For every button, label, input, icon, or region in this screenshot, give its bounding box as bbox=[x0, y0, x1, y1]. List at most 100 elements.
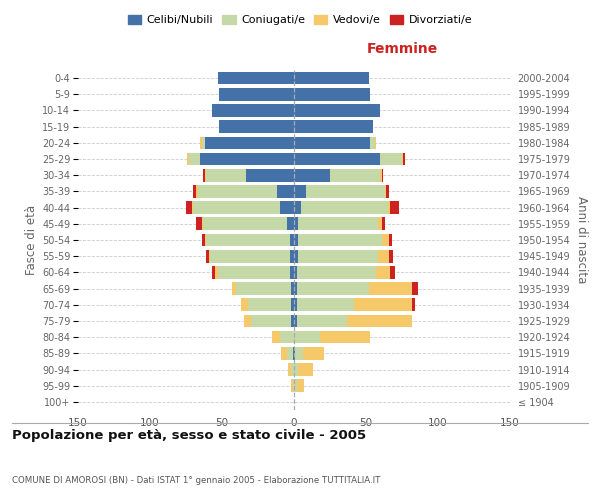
Bar bbox=[297, 314, 347, 328]
Bar bbox=[192, 202, 193, 214]
Bar bbox=[205, 234, 206, 246]
Bar bbox=[377, 218, 382, 230]
Bar bbox=[290, 250, 294, 262]
Bar bbox=[298, 363, 313, 376]
Bar bbox=[403, 152, 405, 166]
Bar bbox=[382, 218, 385, 230]
Bar bbox=[294, 250, 298, 262]
Bar bbox=[320, 331, 370, 344]
Bar bbox=[232, 282, 236, 295]
Bar bbox=[382, 234, 389, 246]
Bar bbox=[294, 298, 297, 311]
Bar bbox=[385, 185, 386, 198]
Bar bbox=[374, 136, 376, 149]
Bar bbox=[247, 169, 294, 181]
Bar bbox=[202, 218, 203, 230]
Bar bbox=[297, 298, 355, 311]
Bar bbox=[294, 88, 370, 101]
Bar bbox=[391, 266, 395, 278]
Bar bbox=[294, 218, 298, 230]
Bar bbox=[291, 298, 294, 311]
Bar bbox=[212, 266, 215, 278]
Bar bbox=[380, 152, 402, 166]
Bar bbox=[215, 266, 218, 278]
Bar bbox=[293, 347, 294, 360]
Bar bbox=[206, 169, 247, 181]
Bar bbox=[294, 234, 298, 246]
Bar bbox=[293, 380, 294, 392]
Bar bbox=[294, 202, 301, 214]
Bar bbox=[209, 250, 211, 262]
Bar bbox=[294, 347, 295, 360]
Bar bbox=[248, 298, 291, 311]
Bar bbox=[287, 347, 293, 360]
Bar bbox=[330, 169, 380, 181]
Bar bbox=[305, 185, 385, 198]
Bar bbox=[189, 152, 200, 166]
Bar bbox=[277, 185, 294, 198]
Bar bbox=[391, 202, 399, 214]
Bar bbox=[302, 347, 324, 360]
Bar bbox=[244, 314, 251, 328]
Bar bbox=[389, 250, 394, 262]
Y-axis label: Anni di nascita: Anni di nascita bbox=[575, 196, 587, 284]
Bar bbox=[200, 136, 202, 149]
Bar bbox=[294, 363, 298, 376]
Bar bbox=[382, 169, 383, 181]
Bar bbox=[280, 331, 294, 344]
Bar bbox=[298, 234, 382, 246]
Bar bbox=[294, 72, 369, 85]
Bar bbox=[212, 104, 294, 117]
Bar bbox=[206, 250, 209, 262]
Bar bbox=[202, 136, 205, 149]
Bar bbox=[219, 120, 294, 133]
Bar bbox=[281, 347, 287, 360]
Bar bbox=[297, 282, 369, 295]
Bar bbox=[294, 331, 320, 344]
Bar bbox=[287, 218, 294, 230]
Bar bbox=[288, 363, 291, 376]
Bar bbox=[298, 218, 377, 230]
Bar bbox=[297, 380, 304, 392]
Bar bbox=[291, 380, 293, 392]
Bar bbox=[211, 250, 290, 262]
Bar bbox=[186, 202, 192, 214]
Text: Femmine: Femmine bbox=[367, 42, 437, 56]
Bar bbox=[355, 298, 412, 311]
Bar bbox=[388, 202, 391, 214]
Bar bbox=[294, 380, 297, 392]
Bar bbox=[294, 185, 305, 198]
Bar bbox=[294, 282, 297, 295]
Bar bbox=[294, 136, 370, 149]
Bar bbox=[386, 185, 389, 198]
Bar bbox=[272, 331, 280, 344]
Bar bbox=[280, 202, 294, 214]
Bar bbox=[291, 363, 294, 376]
Bar bbox=[294, 314, 297, 328]
Bar bbox=[187, 152, 189, 166]
Bar bbox=[251, 314, 291, 328]
Legend: Celibi/Nubili, Coniugati/e, Vedovi/e, Divorziati/e: Celibi/Nubili, Coniugati/e, Vedovi/e, Di… bbox=[124, 10, 476, 30]
Bar bbox=[412, 298, 415, 311]
Bar bbox=[196, 185, 197, 198]
Bar bbox=[290, 234, 294, 246]
Bar bbox=[298, 250, 377, 262]
Bar bbox=[205, 169, 206, 181]
Bar bbox=[236, 282, 291, 295]
Bar bbox=[200, 152, 294, 166]
Bar bbox=[218, 266, 290, 278]
Bar bbox=[196, 218, 202, 230]
Bar bbox=[402, 152, 403, 166]
Bar bbox=[197, 185, 277, 198]
Bar bbox=[295, 347, 302, 360]
Bar bbox=[377, 250, 389, 262]
Bar bbox=[301, 202, 388, 214]
Y-axis label: Fasce di età: Fasce di età bbox=[25, 205, 38, 275]
Bar bbox=[203, 169, 205, 181]
Bar bbox=[193, 202, 280, 214]
Bar bbox=[380, 169, 382, 181]
Bar bbox=[206, 234, 290, 246]
Bar bbox=[219, 88, 294, 101]
Bar bbox=[412, 282, 418, 295]
Bar bbox=[294, 266, 297, 278]
